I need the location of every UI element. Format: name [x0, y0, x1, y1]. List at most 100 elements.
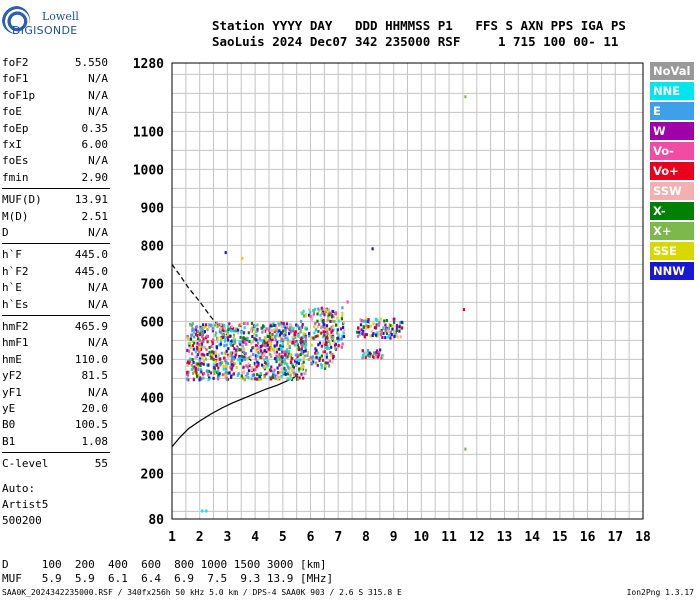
echo-point [188, 361, 191, 365]
chart-axes: 1 2 3 4 5 6 7 8 9 10 11 12 13 14 15 16 17 188020030040050… [133, 57, 651, 545]
echo-point [304, 368, 308, 372]
echo-point [258, 337, 261, 340]
echo-point [296, 347, 299, 351]
echo-point [366, 320, 369, 323]
echo-point [228, 371, 231, 375]
echo-point [288, 344, 291, 348]
echo-point [246, 357, 249, 361]
echo-point [286, 338, 289, 342]
param-name: yE [2, 402, 16, 415]
echo-point [200, 371, 203, 375]
param-value: 110.0 [74, 352, 108, 366]
echo-point [271, 338, 274, 342]
echo-point [263, 365, 266, 369]
param-row: hmF2 465.9 [2, 320, 108, 334]
echo-point [386, 327, 389, 331]
echo-point [300, 337, 303, 341]
echo-point [241, 354, 244, 358]
x-tick-label: 8 [362, 530, 370, 545]
echo-point [207, 363, 210, 367]
echo-point [241, 256, 244, 260]
param-value: 445.0 [74, 264, 108, 278]
echo-point [204, 325, 207, 329]
echo-point [289, 361, 293, 365]
echo-point [249, 355, 252, 358]
echo-point [275, 347, 278, 351]
echo-point [389, 324, 392, 327]
echo-point [261, 330, 264, 334]
echo-point [300, 345, 303, 348]
echo-point [262, 329, 266, 333]
echo-point [320, 344, 323, 348]
echo-point [322, 335, 325, 339]
param-row: foF1p N/A [2, 89, 108, 103]
echo-point [363, 335, 366, 339]
echo-point [302, 356, 305, 360]
echo-point [196, 341, 199, 345]
echo-point [240, 376, 243, 380]
echo-point [289, 330, 292, 334]
echo-point [379, 348, 382, 352]
echo-point [316, 363, 319, 367]
echo-point [186, 373, 190, 377]
echo-point [380, 330, 383, 334]
echo-point [191, 327, 194, 331]
echo-point [340, 317, 343, 321]
echo-point [387, 335, 390, 339]
echo-point [315, 351, 319, 355]
param-name: C-level [2, 457, 49, 471]
echo-point [266, 343, 269, 347]
echo-point [391, 327, 394, 331]
echo-point [210, 356, 213, 360]
echo-point [318, 359, 321, 362]
echo-point [285, 322, 289, 326]
echo-point [196, 325, 199, 329]
echo-point [384, 329, 387, 333]
echo-point [214, 350, 217, 354]
echo-point [323, 326, 326, 330]
echo-point [251, 335, 254, 338]
x-tick-label: 12 [469, 530, 485, 545]
echo-point [325, 327, 328, 331]
echo-point [299, 335, 302, 339]
echo-point [230, 353, 233, 357]
echo-point [323, 333, 326, 337]
echo-point [280, 325, 284, 329]
echo-point [289, 366, 292, 370]
echo-point [266, 335, 269, 338]
echo-point [246, 322, 249, 326]
param-name: h`F2 [2, 264, 29, 278]
echo-point [199, 348, 202, 352]
echo-point [395, 326, 398, 330]
echo-point [266, 333, 269, 337]
echo-point [281, 347, 284, 351]
echo-point [309, 314, 312, 318]
echo-point [191, 329, 194, 333]
echo-point [376, 334, 379, 338]
echo-point [225, 376, 228, 380]
echo-point [195, 371, 198, 375]
plot-frame [171, 62, 644, 520]
echo-point [332, 310, 335, 313]
echo-point [262, 324, 265, 328]
echo-point [376, 318, 379, 322]
echo-point [223, 373, 226, 376]
echo-point [201, 335, 204, 339]
param-row: foEs N/A [2, 154, 108, 168]
density-profile-line [171, 373, 299, 448]
param-name: h`Es [2, 297, 29, 311]
echo-point [298, 358, 301, 362]
echo-point [212, 353, 215, 357]
echo-point [270, 346, 273, 350]
echo-point [230, 356, 233, 360]
echo-point [239, 361, 242, 365]
echo-point [328, 359, 331, 363]
x-tick-label: 13 [497, 530, 513, 545]
echo-point [291, 329, 294, 333]
echo-point [271, 333, 274, 336]
echo-point [356, 330, 359, 334]
echo-point [191, 344, 194, 348]
echo-point [307, 313, 311, 317]
echo-point [261, 339, 264, 343]
echo-point [342, 331, 345, 335]
